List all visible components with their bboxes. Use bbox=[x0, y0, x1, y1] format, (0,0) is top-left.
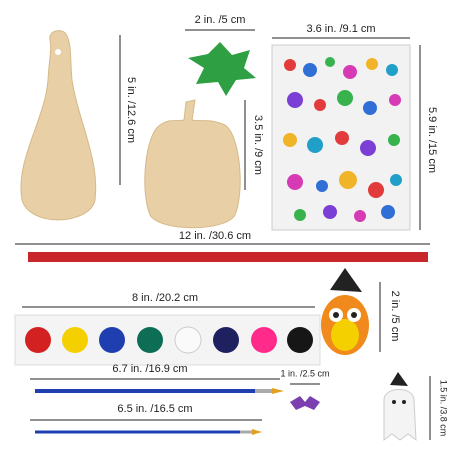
bat bbox=[290, 396, 320, 410]
ghost-hat bbox=[390, 372, 408, 386]
ghost bbox=[383, 389, 417, 442]
foam-leaf bbox=[188, 42, 256, 96]
owl-hat bbox=[330, 268, 362, 292]
dimension-label: 6.5 in. /16.5 cm bbox=[117, 403, 192, 415]
dimension-label: 3.6 in. /9.1 cm bbox=[306, 23, 375, 35]
dimension-label: 5 in. /12.6 cm bbox=[125, 77, 137, 143]
dimension-label: 1.5 in. /3.8 cm bbox=[439, 380, 449, 437]
dimension-label: 1 in. /2.5 cm bbox=[280, 368, 329, 378]
paint-pots bbox=[25, 326, 313, 354]
gems bbox=[283, 57, 402, 222]
dimension-label: 12 in. /30.6 cm bbox=[179, 230, 251, 242]
dimension-label: 5.9 in. /15 cm bbox=[426, 107, 438, 173]
dimension-label: 2 in. /5 cm bbox=[389, 291, 401, 342]
dimension-label: 3.5 in. /9 cm bbox=[252, 115, 264, 175]
hole bbox=[55, 49, 61, 55]
dimension-label: 2 in. /5 cm bbox=[195, 14, 246, 26]
wooden-pumpkin bbox=[144, 99, 241, 229]
dimension-label: 8 in. /20.2 cm bbox=[132, 292, 198, 304]
dimension-label: 6.7 in. /16.9 cm bbox=[112, 363, 187, 375]
wooden-gourd bbox=[20, 30, 97, 221]
red-ribbon bbox=[28, 252, 428, 262]
